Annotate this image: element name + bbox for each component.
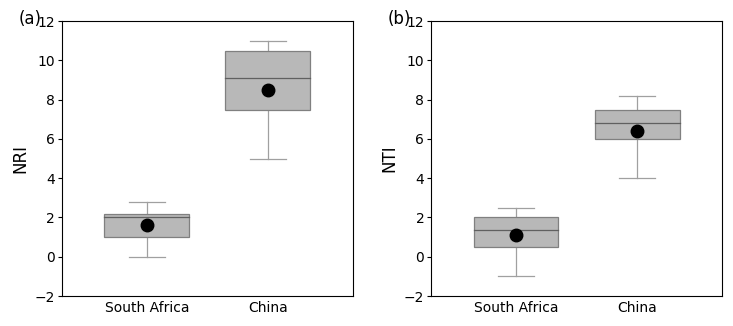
Bar [594, 110, 679, 139]
Y-axis label: NTI: NTI [380, 145, 399, 172]
Bar [226, 51, 310, 110]
Bar [474, 217, 559, 247]
Bar [104, 214, 189, 237]
Text: (b): (b) [388, 10, 411, 28]
Y-axis label: NRI: NRI [11, 144, 29, 173]
Text: (a): (a) [18, 10, 41, 28]
